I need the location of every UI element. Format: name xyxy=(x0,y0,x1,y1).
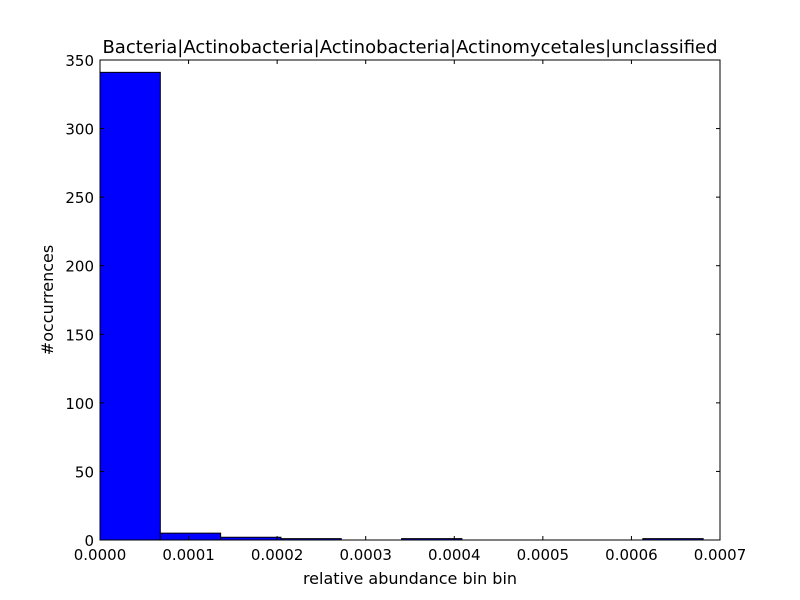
x-tick-label: 0.0000 xyxy=(74,546,127,564)
y-tick-label: 0 xyxy=(84,532,94,550)
x-tick-label: 0.0006 xyxy=(605,546,658,564)
histogram-bars xyxy=(99,71,704,541)
y-tick-label: 250 xyxy=(65,189,94,207)
chart-title: Bacteria|Actinobacteria|Actinobacteria|A… xyxy=(102,37,717,58)
x-axis-label: relative abundance bin bin xyxy=(303,569,517,588)
histogram-bar-0 xyxy=(99,71,161,541)
y-tick-label: 100 xyxy=(65,395,94,413)
y-tick-label: 50 xyxy=(75,463,94,481)
x-tick-label: 0.0005 xyxy=(517,546,570,564)
histogram-bar-1 xyxy=(159,532,222,541)
plot-area-frame xyxy=(99,59,721,541)
y-tick-label: 350 xyxy=(65,52,94,70)
x-tick-label: 0.0003 xyxy=(339,546,392,564)
y-tick-label: 300 xyxy=(65,121,94,139)
x-tick-label: 0.0004 xyxy=(428,546,481,564)
x-tick-label: 0.0001 xyxy=(162,546,215,564)
x-axis-ticks: 0.0000 0.0001 0.0002 0.0003 0.0004 0.0005 0.00… xyxy=(74,60,747,564)
x-tick-label: 0.0002 xyxy=(251,546,304,564)
x-tick-label: 0.0007 xyxy=(694,546,747,564)
y-tick-label: 150 xyxy=(65,326,94,344)
y-tick-label: 200 xyxy=(65,258,94,276)
y-axis-ticks: 0 50 100 150 200 250 300 350 xyxy=(65,52,720,550)
y-axis-label: #occurrences xyxy=(38,245,57,355)
